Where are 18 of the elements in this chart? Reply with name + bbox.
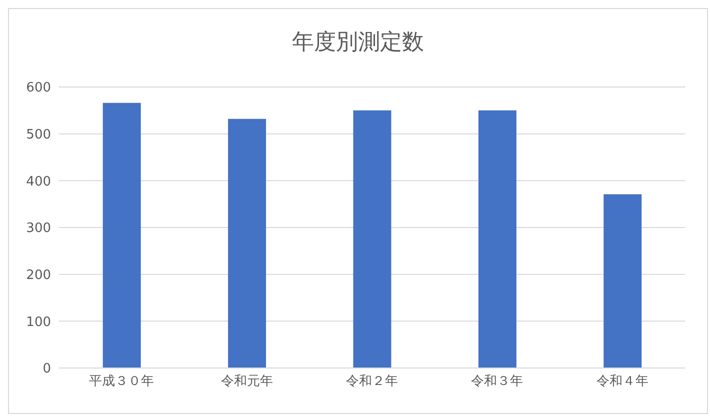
x-tick-label: 令和４年 <box>596 374 648 390</box>
y-tick-label: 200 <box>26 268 51 283</box>
chart-title: 年度別測定数 <box>291 29 425 57</box>
x-tick-label: 平成３０年 <box>89 374 154 390</box>
x-tick-label: 令和３年 <box>471 374 524 390</box>
y-tick-label: 100 <box>26 314 51 330</box>
bar <box>604 194 642 368</box>
bar <box>228 118 266 368</box>
y-tick-label: 600 <box>26 80 51 96</box>
x-tick-label: 令和元年 <box>220 374 273 390</box>
y-tick-label: 500 <box>26 127 51 142</box>
bar <box>102 102 141 368</box>
y-tick-label: 300 <box>26 221 51 236</box>
y-tick-label: 400 <box>26 174 51 190</box>
bar <box>478 110 516 368</box>
bar <box>353 110 392 368</box>
x-tick-label: 令和２年 <box>346 374 398 390</box>
y-tick-label: 0 <box>42 362 51 377</box>
